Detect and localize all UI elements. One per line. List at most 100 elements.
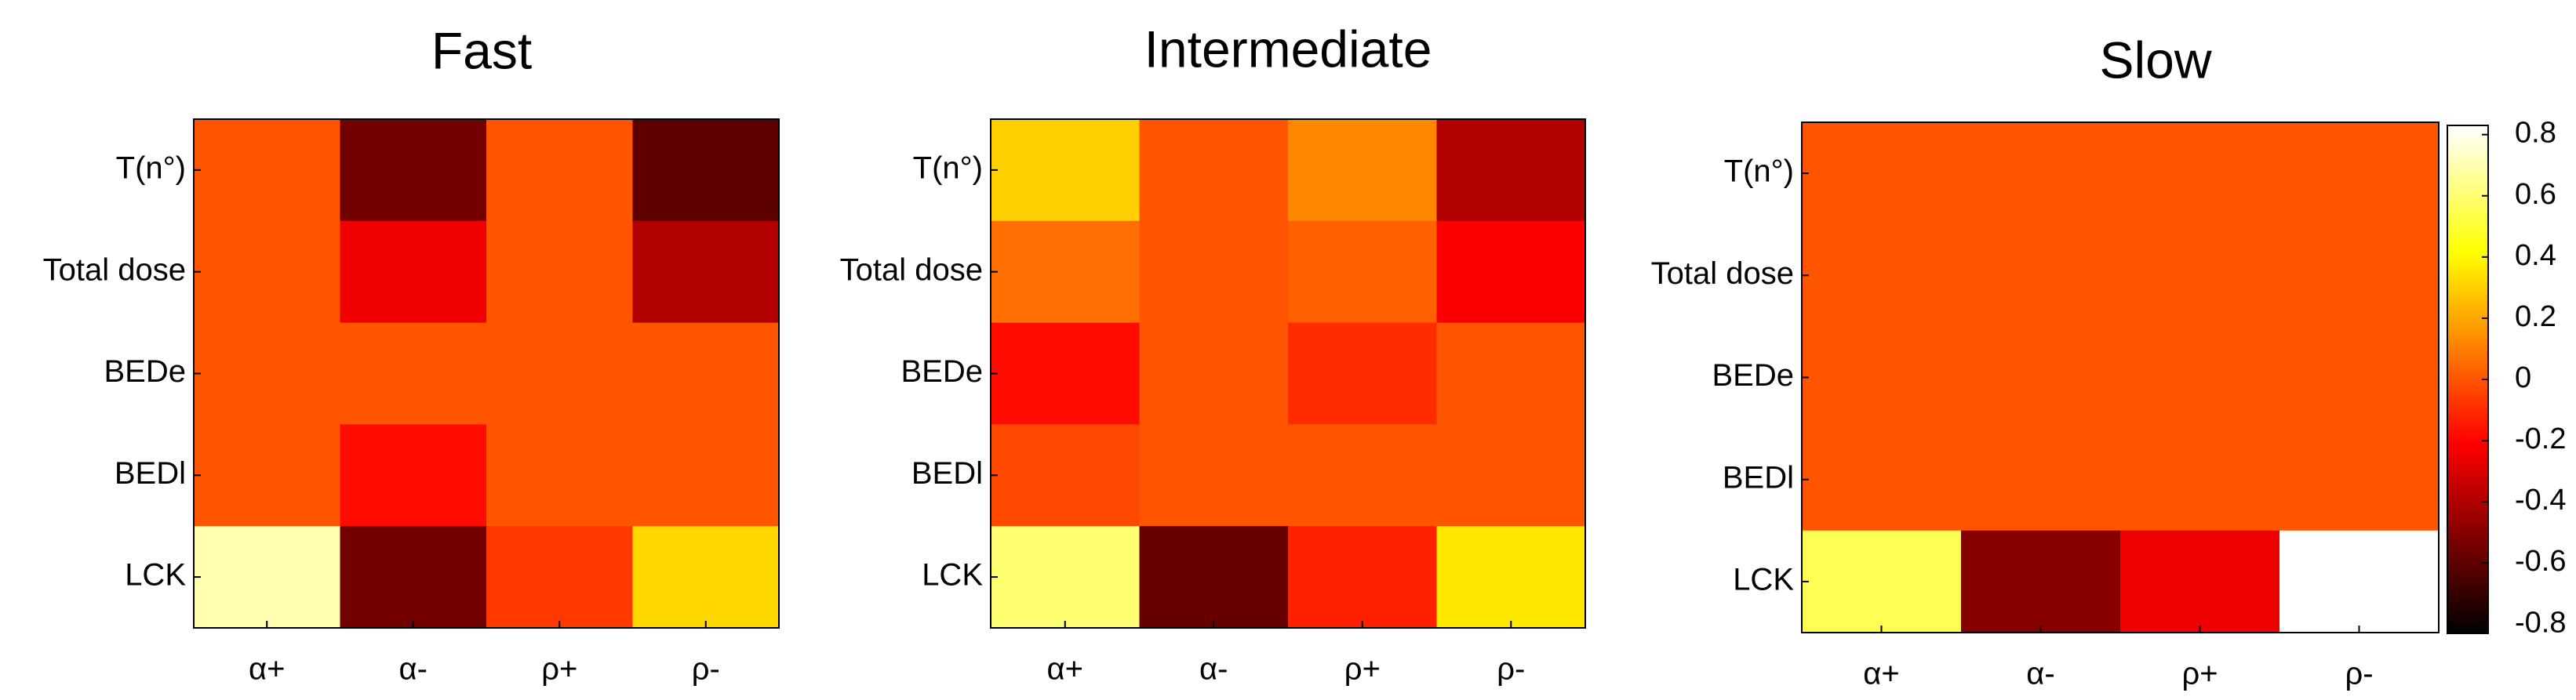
x-tick-label: α+ (1863, 657, 1899, 691)
x-tick-label: ρ- (2345, 657, 2373, 691)
heatmap-cell (1436, 526, 1586, 629)
y-tick-label: LCK (125, 558, 186, 593)
heatmap-cell (1802, 224, 1962, 327)
heatmap-cell (340, 526, 487, 629)
y-tick-label: BEDl (1723, 460, 1794, 495)
heatmap-cell (1436, 220, 1586, 324)
heatmap-cell (194, 322, 341, 425)
heatmap-cell (1288, 220, 1438, 324)
heatmap-cell (991, 424, 1141, 527)
y-tick-label: T(n°) (913, 151, 983, 185)
heatmap-cell (194, 424, 341, 527)
heatmap-cell (1802, 530, 1962, 633)
heatmap-cell (486, 220, 634, 324)
colorbar-gradient (2447, 125, 2488, 633)
colorbar-tick-label: -0.6 (2515, 545, 2566, 578)
heatmap-cell (991, 322, 1141, 425)
colorbar-tick-label: 0.4 (2515, 239, 2556, 272)
heatmap-cell (2279, 428, 2440, 531)
heatmap-cell (1139, 119, 1289, 222)
heatmap-panel-slow: Slow T(n°) Total dose BEDe BEDl LCK α+ α-ρ+ ρ- (1651, 31, 2440, 691)
heatmap-cell (2279, 224, 2440, 327)
heatmap-cell (1961, 530, 2121, 633)
heatmap-cell (1139, 322, 1289, 425)
heatmap-cell (1802, 428, 1962, 531)
y-tick-label: Total dose (43, 252, 186, 287)
heatmap-cell (1288, 322, 1438, 425)
heatmap-cell (1436, 119, 1586, 222)
heatmap-cell (1139, 220, 1289, 324)
heatmap-cell (991, 220, 1141, 324)
heatmap-cell (1436, 424, 1586, 527)
colorbar-tick-label: -0.2 (2515, 423, 2566, 455)
colorbar-tick-label: 0.8 (2515, 117, 2556, 150)
heatmap-panel-intermediate: Intermediate T(n°) Total dose BEDe BEDl LCK α+… (840, 20, 1586, 687)
heatmap-cell (340, 322, 487, 425)
heatmap-cell (1961, 224, 2121, 327)
colorbar-tick-label: 0.6 (2515, 178, 2556, 211)
x-tick-label: ρ- (692, 652, 720, 687)
heatmap-cell (486, 526, 634, 629)
heatmap-cell (1288, 526, 1438, 629)
heatmap-cell (1139, 424, 1289, 527)
heatmap-cell (486, 424, 634, 527)
colorbar-tick-label: 0.2 (2515, 300, 2556, 333)
heatmap-cell (632, 424, 780, 527)
heatmap-cell (2279, 326, 2440, 430)
heatmap-cell (1961, 428, 2121, 531)
heatmap-cell (632, 220, 780, 324)
y-tick-label: Total dose (1651, 256, 1794, 291)
heatmap-cell (1288, 119, 1438, 222)
heatmap-cell (2120, 122, 2280, 225)
y-tick-label: T(n°) (1724, 154, 1794, 189)
y-tick-label: BEDe (1712, 358, 1795, 393)
heatmap-cell (486, 322, 634, 425)
heatmap-cell (632, 526, 780, 629)
heatmap-cell (2120, 326, 2280, 430)
colorbar: 0.8 0.6 0.4 0.2 0 -0.2 -0.4 -0.6 -0.8 (2447, 117, 2566, 639)
heatmap-panel-fast: Fast T(n°) Total dose BEDe BEDl LCK α+ α-ρ+ ρ- (43, 21, 780, 687)
heatmap-cell (632, 119, 780, 222)
heatmap-cell (340, 424, 487, 527)
x-tick-label: α- (1199, 652, 1228, 687)
y-tick-label: T(n°) (116, 151, 186, 185)
panel-title: Intermediate (1144, 20, 1432, 78)
heatmap-cell (2120, 428, 2280, 531)
heatmap-cell (1802, 326, 1962, 430)
heatmap-cell (1436, 322, 1586, 425)
y-tick-label: LCK (1733, 562, 1794, 597)
y-tick-label: LCK (922, 558, 983, 593)
x-tick-label: ρ- (1497, 652, 1525, 687)
x-tick-label: α- (399, 652, 428, 687)
heatmap-cell (1961, 122, 2121, 225)
x-tick-label: ρ+ (541, 652, 577, 687)
x-tick-label: α+ (249, 652, 285, 687)
heatmap-cell (340, 119, 487, 222)
y-tick-label: BEDe (901, 354, 984, 389)
x-tick-label: ρ+ (1344, 652, 1381, 687)
heatmap-cell (2279, 530, 2440, 633)
heatmap-cell (194, 220, 341, 324)
y-tick-label: BEDl (115, 456, 186, 491)
y-tick-label: Total dose (840, 252, 983, 287)
heatmap-cell (340, 220, 487, 324)
colorbar-tick-label: -0.4 (2515, 484, 2566, 517)
heatmap-cell (2279, 122, 2440, 225)
x-tick-label: α+ (1047, 652, 1083, 687)
colorbar-tick-label: -0.8 (2515, 606, 2566, 639)
x-tick-label: ρ+ (2181, 657, 2218, 691)
heatmap-cell (2120, 530, 2280, 633)
colorbar-tick-label: 0 (2515, 361, 2531, 394)
x-tick-label: α- (2026, 657, 2054, 691)
heatmap-cell (1802, 122, 1962, 225)
heatmap-cell (486, 119, 634, 222)
heatmap-cell (2120, 224, 2280, 327)
heatmap-cell (1288, 424, 1438, 527)
heatmap-cell (632, 322, 780, 425)
heatmap-cell (194, 526, 341, 629)
y-tick-label: BEDl (911, 456, 983, 491)
y-tick-label: BEDe (104, 354, 187, 389)
heatmap-cell (991, 526, 1141, 629)
heatmap-cell (194, 119, 341, 222)
